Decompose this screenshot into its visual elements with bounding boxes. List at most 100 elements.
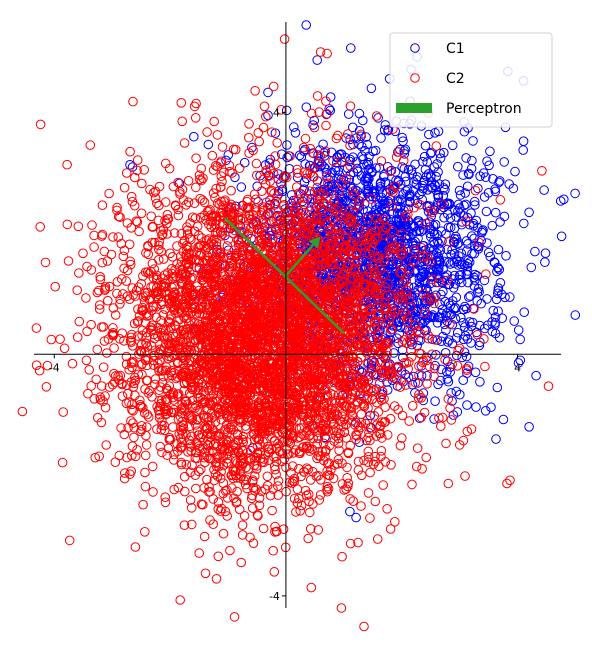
c1-point xyxy=(434,238,444,249)
c1-point xyxy=(475,377,485,387)
c1-point xyxy=(374,208,384,218)
c1-point xyxy=(487,220,498,231)
c1-point xyxy=(480,406,491,416)
c1-point xyxy=(437,277,447,287)
c2-point xyxy=(470,185,481,196)
c2-point xyxy=(78,248,88,259)
c1-point xyxy=(330,217,341,228)
c1-point xyxy=(482,294,492,304)
c2-point xyxy=(259,101,270,112)
c1-point xyxy=(425,148,436,159)
c2-point xyxy=(202,127,212,137)
c2-point xyxy=(258,523,269,534)
c1-point xyxy=(454,185,465,196)
c2-point xyxy=(140,450,151,461)
c1-point xyxy=(490,186,501,197)
c2-point xyxy=(378,480,389,490)
c1-point xyxy=(389,182,400,192)
c2-point xyxy=(411,461,422,472)
c1-point xyxy=(447,245,457,255)
c1-point xyxy=(513,325,524,335)
c1-point xyxy=(469,196,480,207)
c1-point xyxy=(378,172,389,182)
c1-point xyxy=(396,214,407,224)
c2-point xyxy=(183,197,194,207)
c1-point xyxy=(292,172,303,183)
c2-point xyxy=(103,295,113,306)
c1-point xyxy=(458,317,469,328)
c1-point xyxy=(540,248,551,258)
c2-point xyxy=(101,440,111,450)
c1-point xyxy=(376,133,386,143)
c1-point xyxy=(371,163,381,173)
c2-point xyxy=(181,200,191,210)
c1-point xyxy=(434,243,444,254)
c1-point xyxy=(518,136,529,146)
c1-point xyxy=(394,221,404,231)
c1-point xyxy=(430,219,441,230)
c2-point xyxy=(417,464,427,474)
c1-point xyxy=(570,310,581,320)
c2-point xyxy=(376,446,387,456)
c1-point xyxy=(231,201,241,212)
c1-point xyxy=(419,151,430,162)
c1-point xyxy=(451,212,462,222)
c1-point xyxy=(320,432,330,443)
c1-point xyxy=(501,251,511,261)
c1-point xyxy=(345,134,355,145)
c1-point xyxy=(453,161,463,172)
c1-point xyxy=(494,332,505,343)
c1-point xyxy=(381,275,391,286)
c1-point xyxy=(433,379,443,390)
c1-point xyxy=(388,256,399,267)
c1-point xyxy=(189,131,199,142)
c1-point xyxy=(467,231,477,241)
c1-point xyxy=(420,140,431,151)
c1-point xyxy=(493,244,504,255)
c1-point xyxy=(459,260,470,271)
c2-point xyxy=(179,138,190,148)
c1-point xyxy=(306,193,317,204)
c2-point xyxy=(209,116,219,127)
c1-point xyxy=(389,348,399,358)
c1-point xyxy=(290,128,301,138)
c2-point xyxy=(234,163,245,173)
c1-point xyxy=(439,319,450,330)
c2-point xyxy=(268,545,279,556)
c1-point xyxy=(316,223,326,233)
c1-point xyxy=(382,385,393,395)
c1-point xyxy=(342,163,353,174)
c1-point xyxy=(432,318,443,328)
c1-point xyxy=(345,506,355,517)
c1-point xyxy=(468,136,478,146)
c1-point xyxy=(499,211,510,222)
c2-point xyxy=(191,182,201,193)
c1-point xyxy=(325,172,336,182)
c1-point xyxy=(416,226,426,237)
c1-point xyxy=(462,246,472,256)
c1-point xyxy=(555,196,566,206)
c2-point xyxy=(446,415,457,425)
c2-point xyxy=(89,242,99,252)
c1-point xyxy=(386,165,397,176)
c1-point xyxy=(414,278,425,288)
c1-point xyxy=(239,157,250,168)
c2-point xyxy=(237,520,248,531)
c1-point xyxy=(481,206,492,217)
c2-point xyxy=(305,507,315,518)
c1-point xyxy=(352,163,363,174)
c1-point xyxy=(418,224,429,235)
c2-point xyxy=(212,130,223,140)
c2-point xyxy=(154,254,164,265)
c1-point xyxy=(463,239,473,249)
c2-point xyxy=(59,343,70,354)
c1-point xyxy=(471,402,481,412)
c1-point xyxy=(407,339,417,350)
c1-point xyxy=(472,296,483,306)
c1-point xyxy=(398,136,408,146)
c1-point xyxy=(451,292,462,303)
c2-point xyxy=(251,194,261,205)
c2-point xyxy=(191,483,201,494)
c1-point xyxy=(436,289,446,300)
